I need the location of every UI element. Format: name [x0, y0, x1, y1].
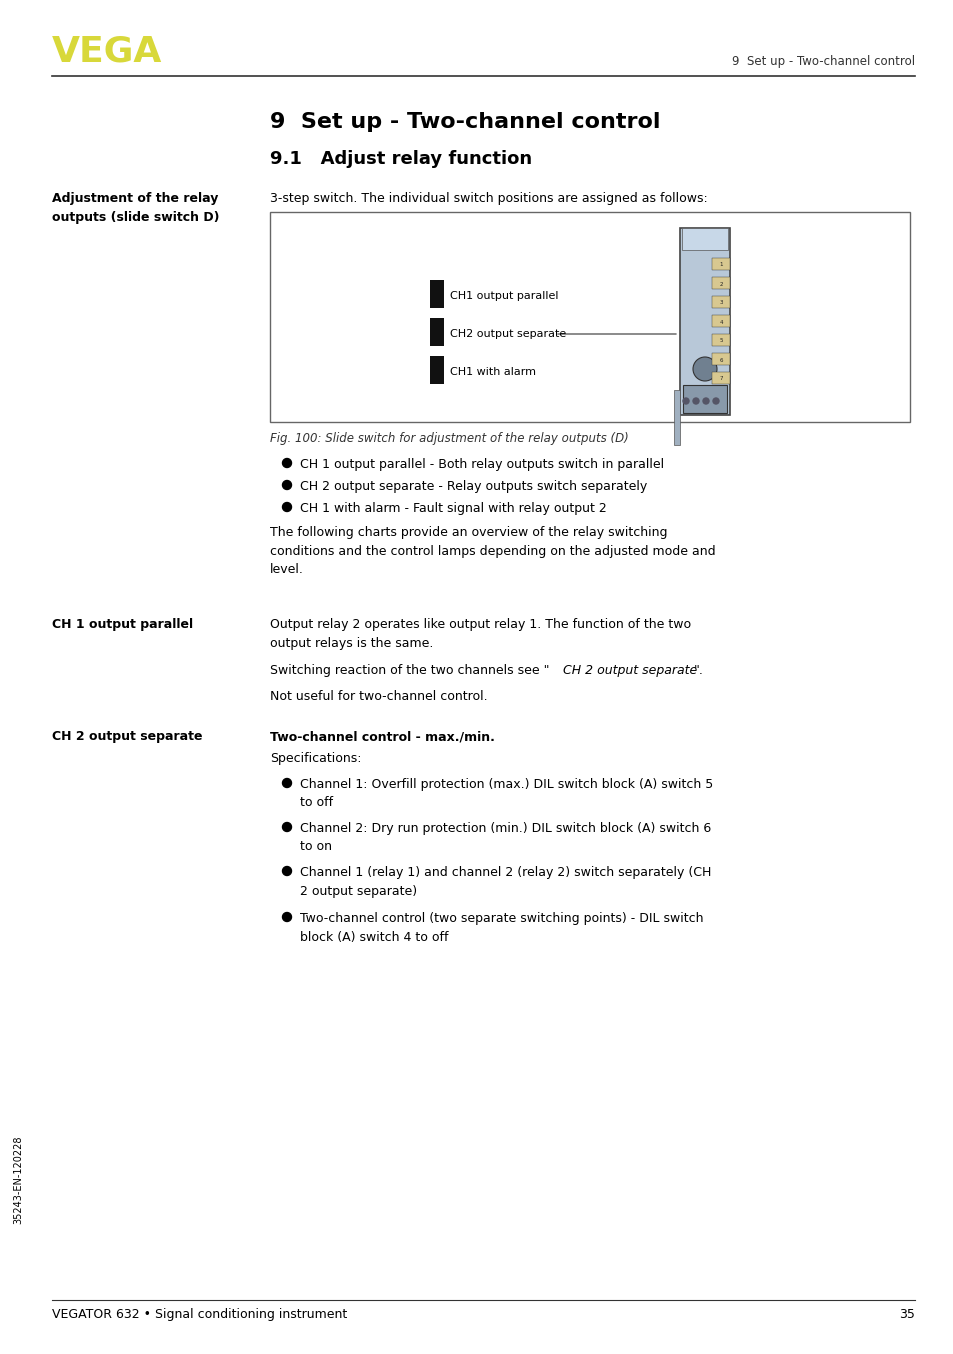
Text: 3: 3	[719, 301, 722, 306]
Bar	[430, 318, 443, 347]
Text: 5: 5	[719, 338, 722, 344]
Text: VEGA: VEGA	[52, 34, 162, 68]
Text: 35: 35	[898, 1308, 914, 1322]
Circle shape	[282, 459, 292, 467]
Text: Channel 2: Dry run protection (min.) DIL switch block (A) switch 6
to on: Channel 2: Dry run protection (min.) DIL…	[299, 822, 711, 853]
Text: 1: 1	[719, 263, 722, 268]
Bar	[711, 334, 729, 347]
Bar	[682, 385, 726, 413]
Circle shape	[702, 398, 708, 403]
Text: Channel 1 (relay 1) and channel 2 (relay 2) switch separately (CH
2 output separ: Channel 1 (relay 1) and channel 2 (relay…	[299, 867, 711, 898]
Circle shape	[712, 398, 719, 403]
Circle shape	[282, 822, 292, 831]
Text: VEGATOR 632 • Signal conditioning instrument: VEGATOR 632 • Signal conditioning instru…	[52, 1308, 347, 1322]
Bar	[711, 372, 729, 385]
Circle shape	[692, 398, 699, 403]
Bar	[711, 315, 729, 328]
Text: 9  Set up - Two-channel control: 9 Set up - Two-channel control	[270, 112, 659, 131]
Text: 4: 4	[719, 320, 722, 325]
Circle shape	[282, 502, 292, 512]
Text: CH 1 output parallel - Both relay outputs switch in parallel: CH 1 output parallel - Both relay output…	[299, 458, 663, 471]
Text: 9  Set up - Two-channel control: 9 Set up - Two-channel control	[731, 56, 914, 68]
Text: Channel 1: Overfill protection (max.) DIL switch block (A) switch 5
to off: Channel 1: Overfill protection (max.) DI…	[299, 779, 713, 810]
Text: 3-step switch. The individual switch positions are assigned as follows:: 3-step switch. The individual switch pos…	[270, 192, 707, 204]
Text: Two-channel control (two separate switching points) - DIL switch
block (A) switc: Two-channel control (two separate switch…	[299, 913, 702, 944]
Text: 9.1   Adjust relay function: 9.1 Adjust relay function	[270, 150, 532, 168]
Bar	[679, 227, 729, 414]
Text: Output relay 2 operates like output relay 1. The function of the two
output rela: Output relay 2 operates like output rela…	[270, 617, 690, 650]
Bar	[711, 353, 729, 366]
Bar	[711, 259, 729, 269]
Circle shape	[682, 398, 688, 403]
Text: 2: 2	[719, 282, 722, 287]
Text: Adjustment of the relay
outputs (slide switch D): Adjustment of the relay outputs (slide s…	[52, 192, 219, 223]
Text: CH 2 output separate: CH 2 output separate	[562, 663, 697, 677]
Bar	[681, 227, 727, 250]
Text: CH1 output parallel: CH1 output parallel	[450, 291, 558, 301]
Text: CH1 with alarm: CH1 with alarm	[450, 367, 536, 376]
Text: 7: 7	[719, 376, 722, 382]
Bar	[711, 297, 729, 307]
Text: Switching reaction of the two channels see ": Switching reaction of the two channels s…	[270, 663, 549, 677]
Bar	[430, 280, 443, 307]
Text: 35243-EN-120228: 35243-EN-120228	[13, 1136, 23, 1224]
Circle shape	[282, 779, 292, 788]
Text: Specifications:: Specifications:	[270, 751, 361, 765]
Text: CH 2 output separate: CH 2 output separate	[52, 730, 202, 743]
Circle shape	[282, 481, 292, 490]
Text: CH 2 output separate - Relay outputs switch separately: CH 2 output separate - Relay outputs swi…	[299, 481, 646, 493]
Text: Two-channel control - max./min.: Two-channel control - max./min.	[270, 730, 495, 743]
Circle shape	[692, 357, 717, 380]
Text: CH 1 output parallel: CH 1 output parallel	[52, 617, 193, 631]
Text: Not useful for two-channel control.: Not useful for two-channel control.	[270, 691, 487, 703]
Bar	[711, 278, 729, 288]
Bar	[673, 390, 679, 445]
Text: Fig. 100: Slide switch for adjustment of the relay outputs (D): Fig. 100: Slide switch for adjustment of…	[270, 432, 628, 445]
Text: CH2 output separate: CH2 output separate	[450, 329, 566, 338]
Bar	[270, 213, 909, 422]
Text: 6: 6	[719, 357, 722, 363]
Circle shape	[282, 867, 292, 876]
Text: ".: ".	[693, 663, 703, 677]
Bar	[430, 356, 443, 385]
Circle shape	[282, 913, 292, 922]
Text: CH 1 with alarm - Fault signal with relay output 2: CH 1 with alarm - Fault signal with rela…	[299, 502, 606, 515]
Text: The following charts provide an overview of the relay switching
conditions and t: The following charts provide an overview…	[270, 525, 715, 575]
